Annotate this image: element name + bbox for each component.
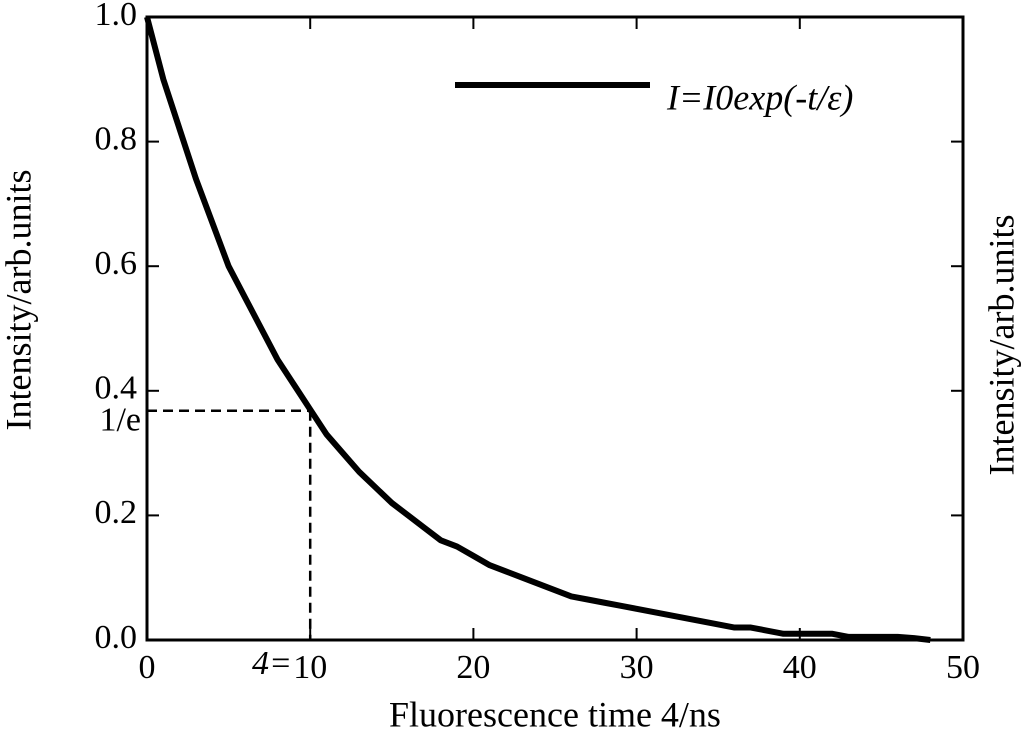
x-tick-label: 50 [946, 649, 980, 686]
x-annotation: 4= [252, 645, 292, 682]
y-tick-label: 0.2 [95, 494, 138, 531]
y-tick-label: 0.4 [95, 370, 138, 407]
y2-axis-title: Intensity/arb.units [981, 215, 1021, 476]
plot-frame [145, 15, 965, 642]
x-tick-label: 10 [293, 649, 327, 686]
marker-label: 1/e [99, 402, 141, 439]
y-tick-label: 0.8 [95, 120, 138, 157]
x-axis-title: Fluorescence time 4/ns [389, 694, 721, 734]
y-axis-title: Intensity/arb.units [0, 170, 38, 431]
y-tick-label: 0.0 [95, 619, 138, 656]
x-tick-label: 30 [620, 649, 654, 686]
x-tick-label: 40 [783, 649, 817, 686]
y-tick-label: 0.6 [95, 245, 138, 282]
legend-label: I=I0exp(-t/ε) [666, 77, 853, 117]
x-tick-label: 20 [456, 649, 490, 686]
y-tick-label: 1.0 [95, 0, 138, 33]
x-tick-label: 0 [139, 649, 156, 686]
series-line [144, 16, 931, 643]
